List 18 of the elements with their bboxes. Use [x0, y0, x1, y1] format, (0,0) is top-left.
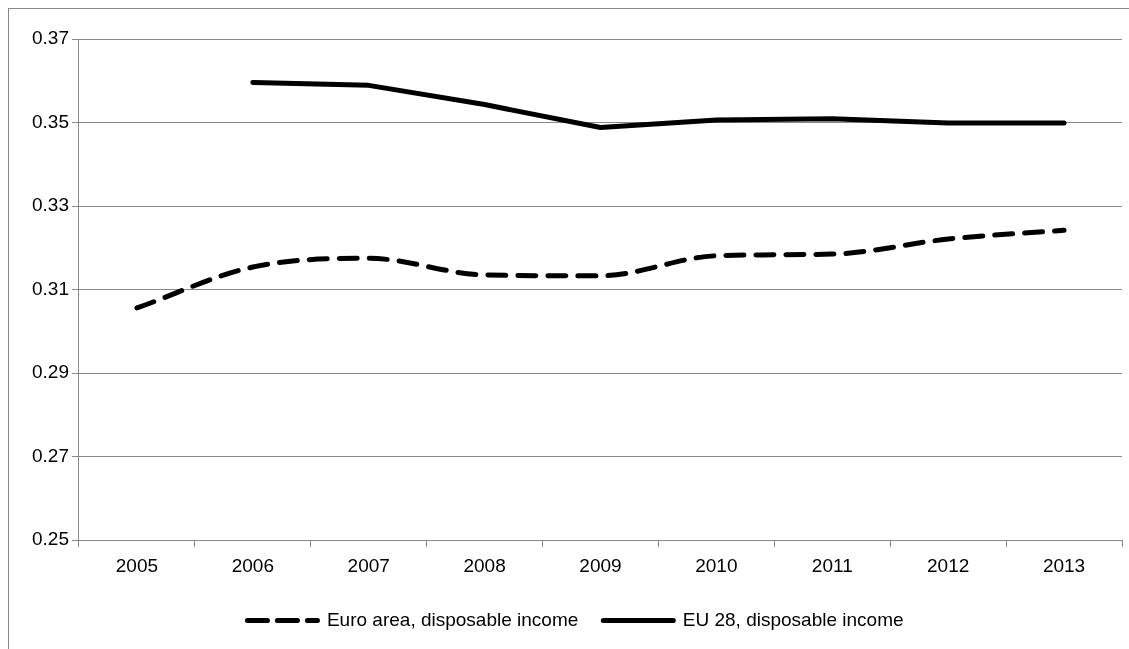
y-tick-label: 0.29	[32, 361, 69, 383]
x-tick-label: 2008	[463, 554, 506, 576]
x-tick-label: 2013	[1042, 554, 1086, 576]
y-tick-label: 0.33	[32, 194, 69, 216]
x-tick-label: 2006	[231, 554, 274, 576]
legend-label: EU 28, disposable income	[682, 608, 904, 630]
x-tick-label: 2005	[115, 554, 159, 576]
x-tick-label: 2012	[927, 554, 970, 576]
y-tick-label: 0.35	[32, 110, 69, 132]
x-tick-label: 2010	[695, 554, 738, 576]
x-tick-label: 2007	[347, 554, 390, 576]
y-tick-label: 0.25	[32, 528, 69, 550]
y-tick-label: 0.37	[32, 27, 69, 49]
x-tick-label: 2011	[811, 554, 853, 576]
x-tick-label: 2009	[579, 554, 622, 576]
y-tick-label: 0.27	[32, 444, 69, 466]
y-tick-label: 0.31	[32, 277, 69, 299]
legend-label: Euro area, disposable income	[326, 608, 579, 630]
